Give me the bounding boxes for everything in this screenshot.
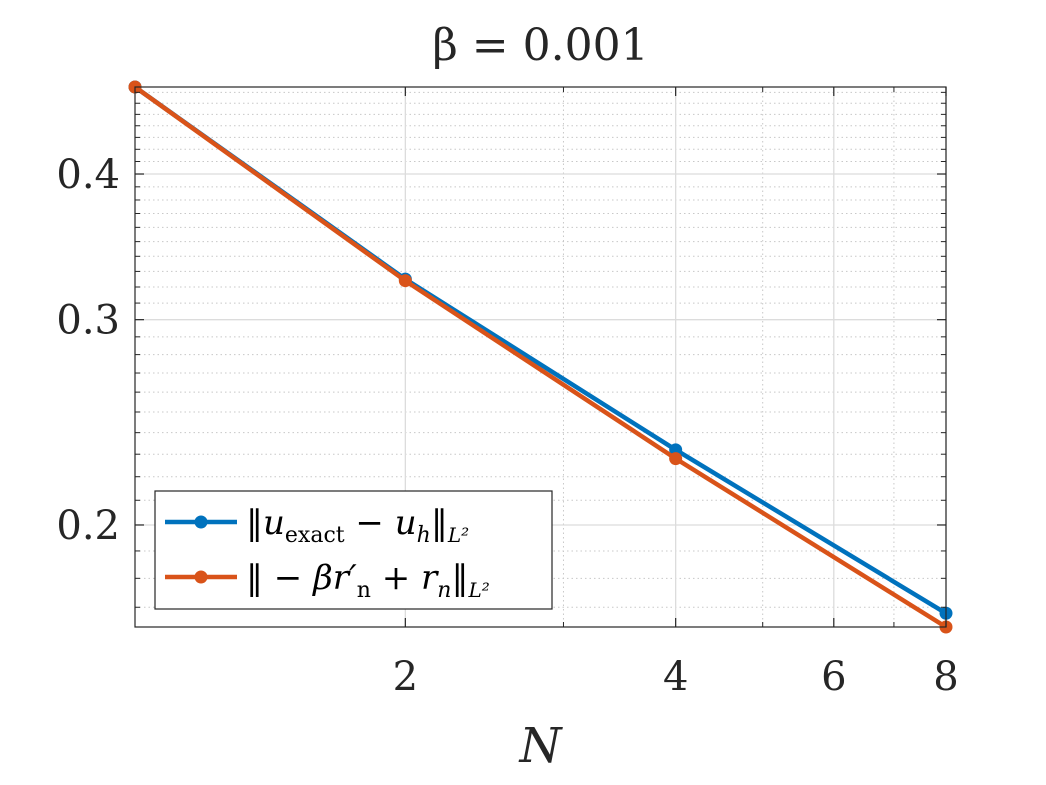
series-line-2 — [132, 84, 949, 630]
series-lines — [128, 80, 953, 634]
y-tick-label: 0.3 — [56, 298, 120, 344]
legend-box — [154, 490, 553, 610]
axes-box — [134, 86, 947, 628]
legend: ‖uexact − uh‖L² ‖ − βr′n + rn‖L² — [154, 490, 553, 610]
x-axis-label: N — [519, 718, 564, 774]
x-tick-label: 2 — [393, 654, 418, 700]
legend-swatch-marker — [194, 515, 208, 529]
x-tick-label: 4 — [663, 654, 688, 700]
ticks: 2 4 6 8 0.2 0.3 0.4 — [56, 87, 959, 700]
y-tick-label: 0.4 — [56, 152, 120, 198]
legend-label: ‖uexact − uh‖L² — [246, 503, 469, 548]
legend-swatch-marker — [194, 570, 208, 584]
chart-title: β = 0.001 — [432, 20, 648, 71]
x-tick-label: 8 — [933, 654, 958, 700]
data-point — [669, 452, 683, 466]
x-tick-label: 6 — [821, 654, 846, 700]
y-tick-label: 0.2 — [56, 503, 120, 549]
data-point — [398, 274, 412, 288]
legend-label: ‖ − βr′n + rn‖L² — [246, 558, 490, 603]
